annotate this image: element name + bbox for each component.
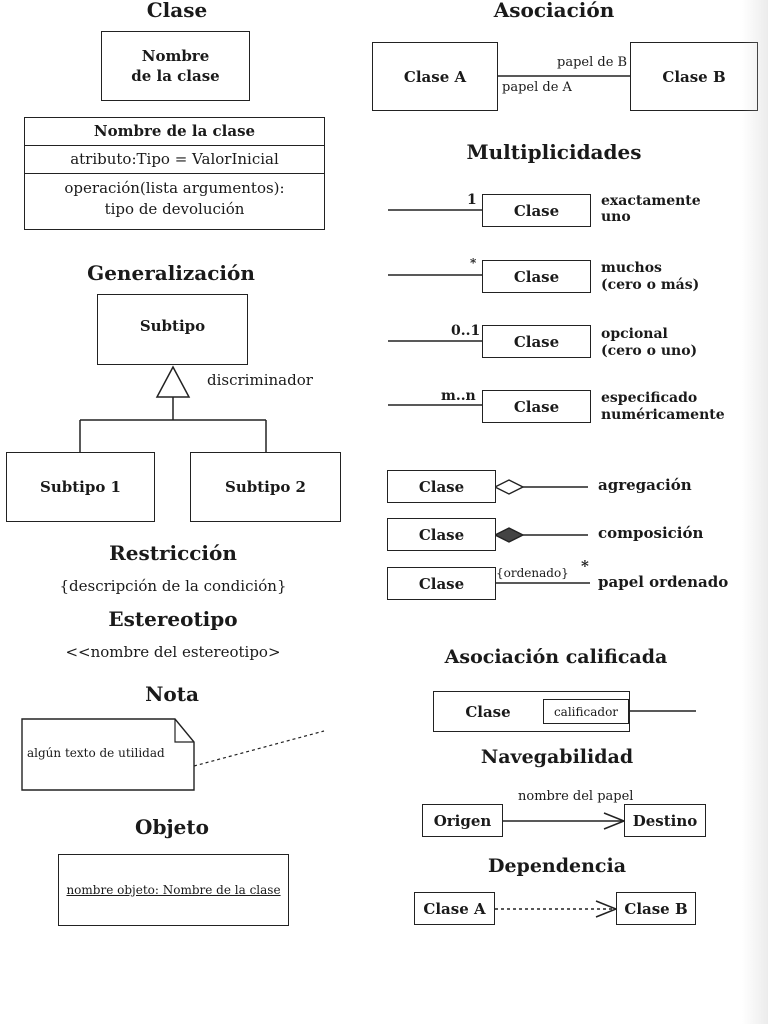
objeto-heading: Objeto [135, 815, 209, 839]
navegabilidad-heading: Navegabilidad [480, 746, 634, 768]
mult-desc-1-line1: exactamente [601, 193, 701, 209]
aggregation-class-box: Clase [387, 470, 496, 503]
note-fold [174, 719, 194, 743]
class-attribute: atributo:Tipo = ValorInicial [25, 146, 324, 174]
generalization-triangle [155, 365, 191, 398]
mult-desc-1: exactamente uno [601, 193, 701, 225]
qualifier-box: calificador [543, 699, 629, 724]
class-box-line1: Nombre [141, 47, 210, 65]
dependency-source: Clase A [414, 892, 495, 925]
subtype1-box: Subtipo 1 [6, 452, 155, 522]
restriccion-heading: Restricción [109, 541, 237, 565]
class-box-simple: Nombre de la clase [101, 31, 250, 101]
ordered-class-box: Clase [387, 567, 496, 600]
asociacion-calificada-heading: Asociación calificada [444, 646, 668, 668]
mult-class-box-3: Clase [482, 325, 591, 358]
multiplicidades-heading: Multiplicidades [466, 140, 642, 164]
mult-desc-4-line2: numéricamente [601, 407, 725, 423]
asociacion-heading: Asociación [493, 0, 615, 22]
mult-desc-2-line1: muchos [601, 260, 662, 276]
aggregation-diamond [493, 479, 525, 495]
mult-class-box-4: Clase [482, 390, 591, 423]
restriccion-text: {descripción de la condición} [59, 577, 287, 595]
dependency-target: Clase B [616, 892, 696, 925]
mult-desc-2-line2: (cero o más) [601, 277, 700, 293]
mult-desc-4-line1: especificado [601, 390, 698, 406]
class-box-detailed: Nombre de la clase atributo:Tipo = Valor… [24, 117, 325, 230]
dependencia-heading: Dependencia [487, 855, 627, 877]
note-text: algún texto de utilidad [27, 746, 165, 760]
mult-desc-2: muchos (cero o más) [601, 260, 699, 294]
class-operation: operación(lista argumentos): tipo de dev… [25, 174, 324, 220]
aggregation-label: agregación [598, 476, 692, 494]
class-full-name: Nombre de la clase [25, 118, 324, 146]
composition-label: composición [598, 524, 704, 542]
mult-desc-3-line2: (cero o uno) [601, 343, 698, 359]
association-role-a: papel de A [502, 80, 572, 95]
composition-diamond [493, 527, 525, 543]
subtype2-box: Subtipo 2 [190, 452, 341, 522]
mult-desc-1-line2: uno [601, 209, 631, 225]
navigability-source: Origen [422, 804, 503, 837]
mult-desc-3: opcional (cero o uno) [601, 326, 697, 360]
object-name: nombre objeto: Nombre de la clase [66, 883, 281, 897]
ordered-constraint: {ordenado} [496, 566, 569, 580]
class-operation-line2: tipo de devolución [104, 200, 245, 218]
discriminator-label: discriminador [207, 371, 313, 389]
mult-class-box-1: Clase [482, 194, 591, 227]
navigability-target: Destino [624, 804, 706, 837]
mult-class-box-2: Clase [482, 260, 591, 293]
nota-heading: Nota [145, 682, 199, 706]
supertype-box: Subtipo [97, 294, 248, 365]
mult-value-1: 1 [467, 192, 477, 208]
note-link [193, 730, 325, 767]
mult-value-3: 0..1 [451, 323, 481, 339]
association-class-a: Clase A [372, 42, 498, 111]
clase-heading: Clase [146, 0, 208, 22]
estereotipo-heading: Estereotipo [108, 607, 238, 631]
mult-desc-3-line1: opcional [601, 326, 668, 342]
association-class-b: Clase B [630, 42, 758, 111]
generalizacion-heading: Generalización [87, 261, 255, 285]
ordered-label: papel ordenado [598, 573, 729, 591]
estereotipo-text: <<nombre del estereotipo> [65, 643, 281, 661]
association-role-b: papel de B [557, 55, 628, 70]
composition-class-box: Clase [387, 518, 496, 551]
ordered-multiplicity: * [581, 557, 589, 575]
object-box: nombre objeto: Nombre de la clase [58, 854, 289, 926]
class-box-line2: de la clase [131, 67, 220, 85]
mult-value-2: * [470, 256, 477, 270]
qualified-class-label: Clase [465, 702, 511, 721]
mult-desc-4: especificado numéricamente [601, 390, 725, 424]
page-edge-shadow [742, 0, 768, 1024]
mult-value-4: m..n [441, 388, 476, 404]
class-operation-line1: operación(lista argumentos): [64, 179, 285, 197]
navigability-role: nombre del papel [518, 789, 634, 804]
